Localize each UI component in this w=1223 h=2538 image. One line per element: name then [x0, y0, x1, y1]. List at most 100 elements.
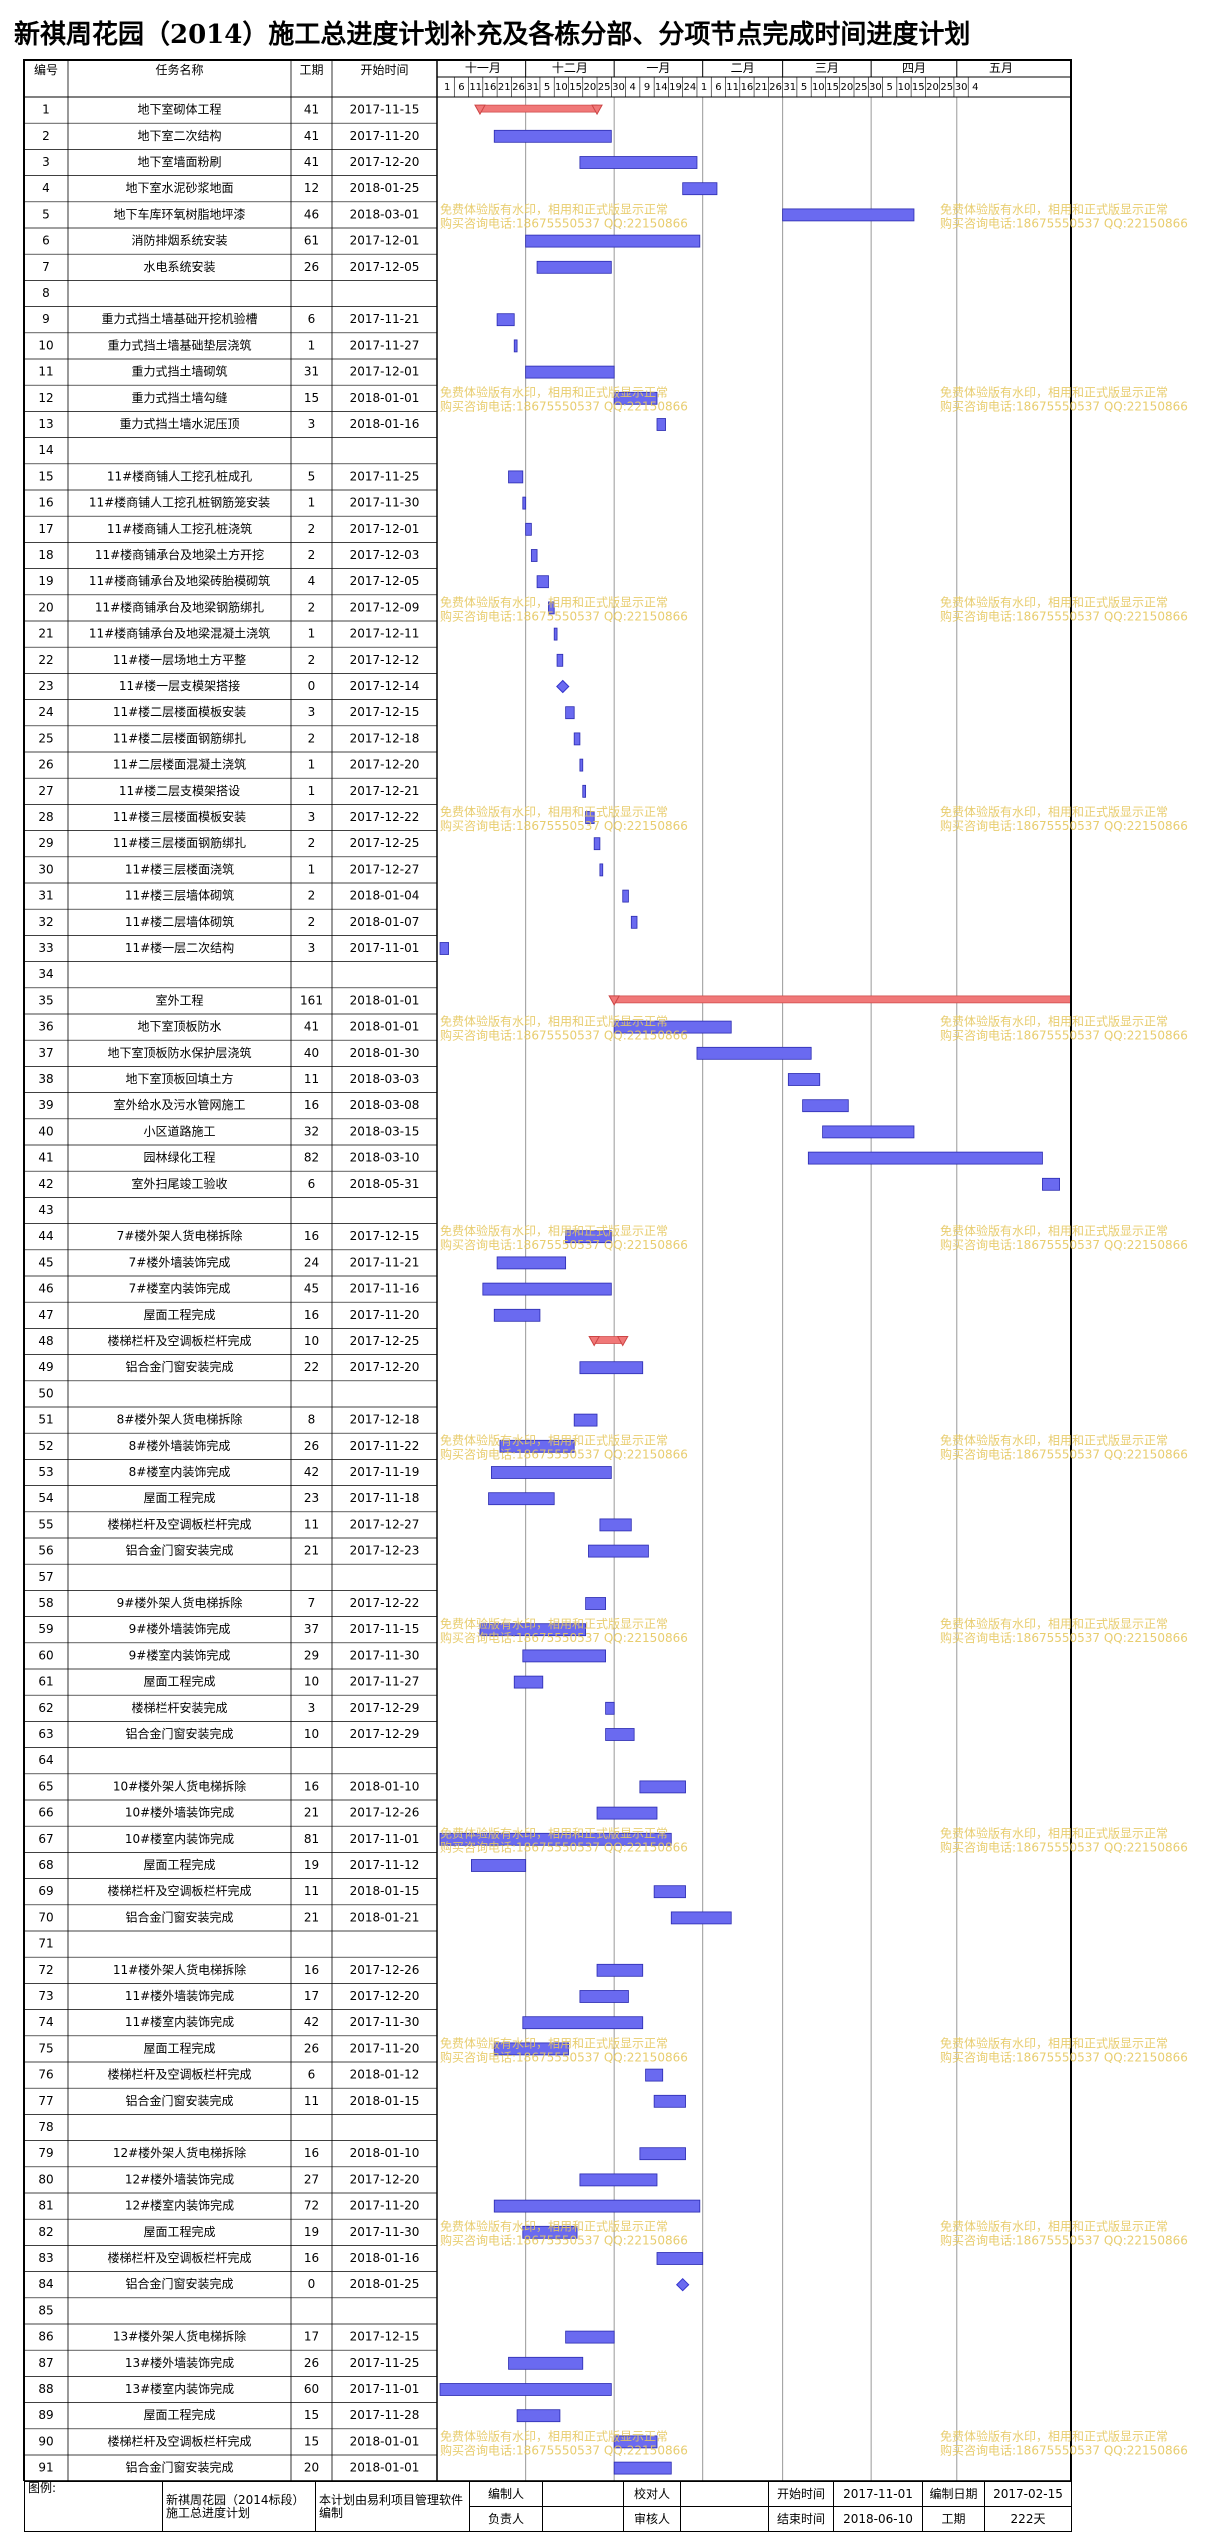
task-start: 2018-03-03: [350, 1072, 420, 1086]
watermark: 购买咨询电话:18675550537 QQ:22150866: [440, 1840, 688, 1855]
task-bar: [605, 1728, 635, 1741]
task-duration: 6: [308, 2068, 316, 2082]
task-bar: [613, 2435, 658, 2449]
task-bar: [573, 732, 581, 746]
task-duration: 2: [308, 522, 316, 536]
task-duration: 16: [304, 2251, 319, 2265]
watermark: 购买咨询电话:18675550537 QQ:22150866: [440, 2049, 688, 2064]
task-bar: [585, 1597, 607, 1610]
day-tick-label: 21: [498, 82, 511, 93]
row-number: 72: [38, 1963, 53, 1977]
task-name: 8#楼室内装饰完成: [129, 1464, 231, 1479]
watermark: 购买咨询电话:18675550537 QQ:22150866: [440, 1447, 688, 1462]
task-start: 2018-01-16: [350, 2251, 420, 2265]
watermark: 免费体验版有水印，相用和正式版显示正常: [940, 201, 1168, 216]
task-start: 2017-12-26: [350, 1806, 420, 1820]
task-name: 楼梯栏杆及空调板栏杆完成: [107, 2250, 251, 2265]
task-bar: [579, 1990, 629, 2003]
watermark: 购买咨询电话:18675550537 QQ:22150866: [440, 818, 688, 833]
day-tick-label: 4: [972, 82, 978, 93]
task-start: 2018-03-15: [350, 1124, 420, 1138]
task-name: 11#楼商铺人工挖孔桩钢筋笼安装: [89, 495, 270, 510]
task-start: 2017-12-26: [350, 1963, 420, 1977]
task-name: 重力式挡土墙基础开挖机验槽: [101, 311, 257, 326]
row-number: 9: [42, 312, 50, 326]
task-duration: 11: [304, 2094, 319, 2108]
task-name: 铝合金门窗安装完成: [125, 1726, 233, 1741]
watermark: 购买咨询电话:18675550537 QQ:22150866: [940, 399, 1188, 414]
reviewer-label: 审核人: [623, 2506, 681, 2532]
row-number: 36: [38, 1020, 53, 1034]
task-start: 2017-11-30: [350, 2225, 420, 2239]
task-start: 2017-11-01: [350, 941, 420, 955]
task-name: 8#楼外墙装饰完成: [129, 1438, 231, 1453]
day-tick-label: 10: [898, 82, 911, 93]
task-name: 屋面工程完成: [143, 2224, 215, 2239]
row-number: 65: [38, 1779, 53, 1793]
task-duration: 161: [300, 993, 323, 1007]
month-label: 十二月: [552, 61, 588, 75]
column-header: 编号: [34, 62, 58, 77]
task-name: 11#楼二层楼面模板安装: [113, 704, 246, 719]
row-number: 29: [38, 836, 53, 850]
task-bar: [565, 706, 575, 720]
task-start: 2018-01-25: [350, 2277, 420, 2291]
task-bar: [516, 2409, 561, 2423]
task-name: 铝合金门窗安装完成: [125, 2276, 233, 2291]
day-tick-label: 21: [755, 82, 768, 93]
month-label: 五月: [989, 61, 1013, 75]
month-label: 一月: [646, 61, 670, 75]
task-start: 2017-12-29: [350, 1701, 420, 1715]
task-start: 2018-01-30: [350, 1046, 420, 1060]
task-name: 消防排烟系统安装: [131, 233, 227, 248]
watermark: 免费体验版有水印，相用和正式版显示正常: [940, 594, 1168, 609]
task-duration: 41: [304, 1020, 319, 1034]
task-bar: [525, 522, 532, 536]
task-start: 2017-12-23: [350, 1544, 420, 1558]
row-number: 22: [38, 653, 53, 667]
task-bar: [579, 156, 698, 169]
task-bar: [493, 129, 612, 143]
task-name: 地下室二次结构: [137, 128, 221, 143]
day-tick-label: 10: [812, 82, 825, 93]
row-number: 42: [38, 1177, 53, 1191]
watermark: 免费体验版有水印，相用和正式版显示正常: [940, 1014, 1168, 1029]
month-label: 四月: [902, 61, 926, 75]
task-name: 楼梯栏杆及空调板栏杆完成: [107, 1516, 251, 1531]
task-name: 楼梯栏杆安装完成: [131, 1700, 227, 1715]
day-tick-label: 20: [926, 82, 939, 93]
task-duration: 22: [304, 1360, 319, 1374]
task-start: 2017-11-21: [350, 312, 420, 326]
day-tick-label: 5: [544, 82, 550, 93]
task-start: 2017-12-15: [350, 705, 420, 719]
task-duration: 16: [304, 1963, 319, 1977]
row-number: 51: [38, 1413, 53, 1427]
row-number: 31: [38, 889, 53, 903]
watermark: 购买咨询电话:18675550537 QQ:22150866: [940, 1630, 1188, 1645]
task-duration: 42: [304, 2015, 319, 2029]
summary-cap: [591, 104, 603, 116]
row-number: 55: [38, 1517, 53, 1531]
task-bar: [536, 575, 549, 589]
watermark: 免费体验版有水印，相用和正式版显示正常: [940, 2219, 1168, 2234]
author-label: 编制人: [469, 2481, 543, 2507]
row-number: 56: [38, 1544, 53, 1558]
task-name: 屋面工程完成: [143, 1490, 215, 1505]
watermark: 免费体验版有水印，相用和正式版显示正常: [440, 2035, 668, 2050]
task-start: 2018-01-07: [350, 915, 420, 929]
row-number: 3: [42, 155, 50, 169]
task-duration: 15: [304, 2408, 319, 2422]
task-duration: 21: [304, 1806, 319, 1820]
task-bar: [499, 1439, 575, 1453]
watermark: 免费体验版有水印，相用和正式版显示正常: [440, 1616, 668, 1631]
row-number: 82: [38, 2225, 53, 2239]
task-bar: [622, 889, 629, 903]
row-number: 37: [38, 1046, 53, 1060]
row-number: 90: [38, 2434, 53, 2448]
gantt-table: 十一月 十二月 一月 二月 三月 四月 五月1 6 11 16 21 26 31 5 10 15 20 25 30 4…: [23, 59, 1188, 2481]
task-duration: 29: [304, 1648, 319, 1662]
task-start: 2018-01-15: [350, 1884, 420, 1898]
task-name: 屋面工程完成: [143, 1307, 215, 1322]
task-bar: [630, 915, 638, 929]
task-bar: [782, 208, 915, 222]
